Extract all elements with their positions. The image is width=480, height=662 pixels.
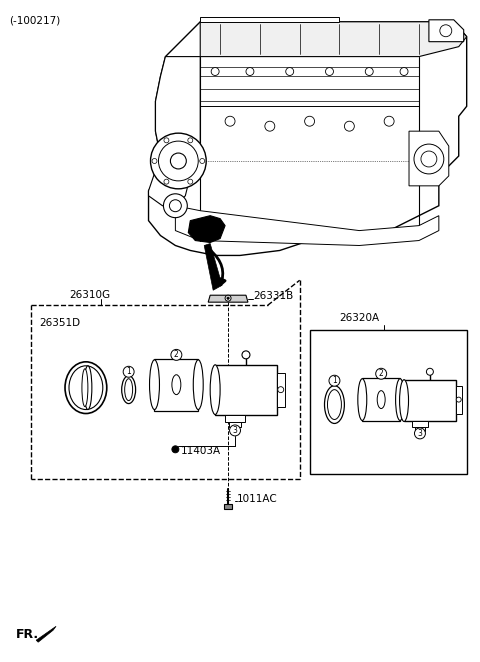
Circle shape bbox=[400, 68, 408, 75]
Text: 26310G: 26310G bbox=[69, 290, 110, 301]
Bar bbox=[155, 359, 198, 410]
Circle shape bbox=[421, 151, 437, 167]
Circle shape bbox=[164, 179, 169, 184]
Circle shape bbox=[384, 117, 394, 126]
Polygon shape bbox=[409, 131, 449, 186]
Circle shape bbox=[200, 158, 204, 164]
Circle shape bbox=[456, 397, 461, 402]
Circle shape bbox=[188, 179, 193, 184]
Circle shape bbox=[164, 138, 169, 143]
Circle shape bbox=[344, 121, 354, 131]
Text: (-100217): (-100217) bbox=[9, 16, 60, 26]
Circle shape bbox=[188, 138, 193, 143]
Polygon shape bbox=[208, 295, 248, 302]
Circle shape bbox=[426, 368, 433, 375]
Polygon shape bbox=[200, 22, 467, 56]
Text: 3: 3 bbox=[233, 426, 238, 435]
Polygon shape bbox=[204, 244, 222, 290]
Text: 11403A: 11403A bbox=[180, 446, 220, 456]
Circle shape bbox=[169, 200, 181, 212]
Ellipse shape bbox=[377, 391, 385, 408]
Ellipse shape bbox=[327, 390, 341, 420]
Ellipse shape bbox=[65, 362, 107, 414]
Circle shape bbox=[158, 141, 198, 181]
Circle shape bbox=[305, 117, 314, 126]
Bar bbox=[224, 504, 232, 509]
Ellipse shape bbox=[396, 379, 405, 420]
Bar bbox=[215, 365, 277, 414]
Circle shape bbox=[376, 368, 387, 379]
Text: 2: 2 bbox=[379, 369, 384, 378]
Text: 26331B: 26331B bbox=[253, 291, 293, 301]
Ellipse shape bbox=[150, 360, 159, 410]
Polygon shape bbox=[36, 626, 56, 642]
Circle shape bbox=[152, 158, 157, 164]
Circle shape bbox=[440, 24, 452, 36]
Polygon shape bbox=[175, 206, 439, 246]
Circle shape bbox=[171, 350, 182, 360]
Circle shape bbox=[151, 133, 206, 189]
Circle shape bbox=[211, 68, 219, 75]
Text: 26320A: 26320A bbox=[339, 313, 380, 323]
Bar bbox=[456, 386, 462, 414]
Text: 26351D: 26351D bbox=[39, 318, 80, 328]
Ellipse shape bbox=[69, 366, 103, 410]
Ellipse shape bbox=[82, 369, 88, 406]
Circle shape bbox=[414, 144, 444, 174]
Bar bbox=[412, 422, 428, 428]
Text: 1011AC: 1011AC bbox=[237, 494, 278, 504]
Circle shape bbox=[365, 68, 373, 75]
Polygon shape bbox=[148, 56, 200, 206]
Circle shape bbox=[172, 446, 179, 453]
Ellipse shape bbox=[122, 376, 136, 404]
Polygon shape bbox=[200, 17, 339, 22]
Circle shape bbox=[325, 68, 334, 75]
Circle shape bbox=[225, 295, 231, 301]
Circle shape bbox=[246, 68, 254, 75]
Ellipse shape bbox=[193, 360, 203, 410]
Circle shape bbox=[265, 121, 275, 131]
Ellipse shape bbox=[324, 386, 344, 424]
Bar bbox=[362, 378, 400, 422]
Ellipse shape bbox=[399, 380, 408, 422]
Text: 2: 2 bbox=[174, 350, 179, 359]
Polygon shape bbox=[429, 20, 464, 42]
Circle shape bbox=[229, 425, 240, 436]
Bar bbox=[404, 380, 456, 422]
Ellipse shape bbox=[125, 379, 132, 401]
Bar bbox=[415, 428, 425, 432]
Circle shape bbox=[170, 153, 186, 169]
Circle shape bbox=[329, 375, 340, 386]
Ellipse shape bbox=[358, 379, 367, 420]
Text: FR.: FR. bbox=[16, 628, 39, 641]
Bar bbox=[310, 330, 467, 474]
Ellipse shape bbox=[172, 375, 181, 395]
Circle shape bbox=[123, 366, 134, 377]
Bar bbox=[277, 373, 285, 406]
Text: 1: 1 bbox=[332, 376, 337, 385]
Polygon shape bbox=[188, 216, 225, 242]
Text: 1: 1 bbox=[126, 367, 131, 376]
Ellipse shape bbox=[84, 366, 92, 410]
Circle shape bbox=[278, 387, 284, 393]
Circle shape bbox=[286, 68, 294, 75]
Ellipse shape bbox=[210, 365, 220, 414]
FancyArrowPatch shape bbox=[210, 250, 225, 285]
Circle shape bbox=[227, 297, 229, 299]
Bar bbox=[229, 422, 241, 428]
Bar bbox=[225, 414, 245, 422]
Circle shape bbox=[415, 428, 425, 439]
Circle shape bbox=[164, 194, 187, 218]
Text: 3: 3 bbox=[418, 429, 422, 438]
Polygon shape bbox=[148, 22, 467, 256]
Circle shape bbox=[225, 117, 235, 126]
Circle shape bbox=[242, 351, 250, 359]
